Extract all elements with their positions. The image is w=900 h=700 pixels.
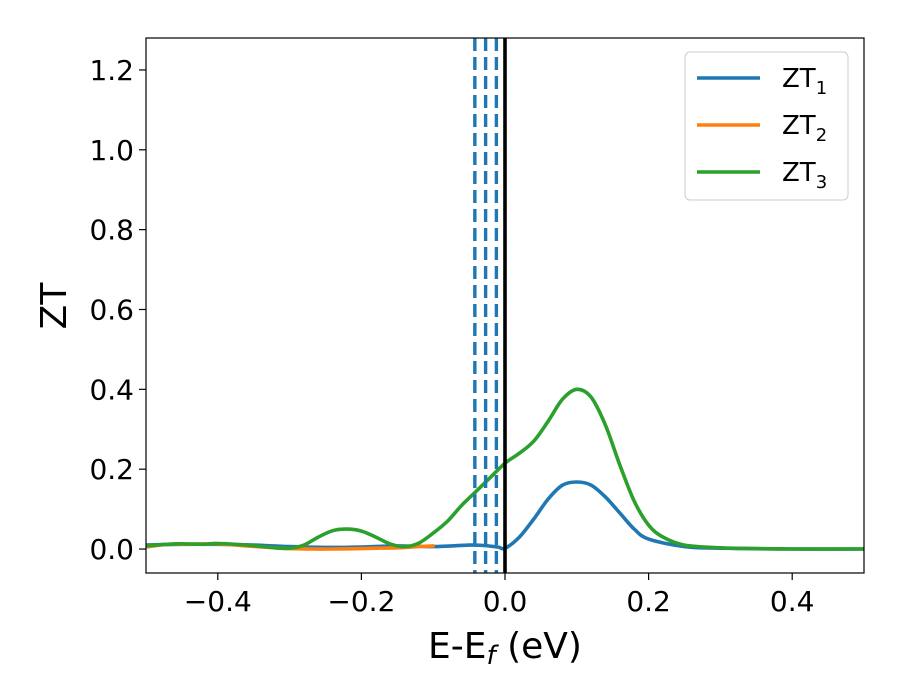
series-line-zt3 (146, 387, 864, 551)
y-tick-label: 0.6 (89, 293, 134, 326)
y-axis-ticks: 0.0 0.2 0.4 0.6 0.8 1.0 1.2 (89, 54, 146, 566)
x-tick-label: 0.0 (483, 585, 528, 618)
legend-label-zt1: ZT1 (782, 64, 827, 99)
legend-label-main: ZT (782, 158, 816, 188)
legend-label-subscript: 1 (816, 78, 827, 99)
y-axis-title: ZT (34, 282, 75, 330)
legend-label-zt3: ZT3 (782, 158, 827, 193)
vline-layer (473, 38, 507, 573)
y-tick-label: 1.2 (89, 54, 134, 87)
x-tick-label: 0.2 (626, 585, 671, 618)
x-axis-title-main: E-E (428, 626, 486, 667)
y-tick-label: 0.4 (89, 373, 134, 406)
x-axis-ticks: −0.4 −0.2 0.0 0.2 0.4 (184, 573, 815, 618)
legend-label-main: ZT (782, 111, 816, 141)
x-axis-title: E-Ef (eV) (428, 626, 582, 671)
x-axis-title-unit: (eV) (496, 626, 582, 667)
legend-box (684, 51, 849, 201)
y-tick-label: 0.2 (89, 453, 134, 486)
x-tick-label: 0.4 (770, 585, 815, 618)
y-tick-label: 0.0 (89, 533, 134, 566)
x-tick-label: −0.2 (327, 585, 395, 618)
x-tick-label: −0.4 (184, 585, 252, 618)
y-tick-label: 1.0 (89, 134, 134, 167)
series-layer (146, 387, 864, 551)
legend-label-subscript: 2 (816, 125, 827, 146)
y-tick-label: 0.8 (89, 214, 134, 247)
legend-label-main: ZT (782, 64, 816, 94)
legend-label-subscript: 3 (816, 172, 827, 193)
legend-label-zt2: ZT2 (782, 111, 827, 146)
